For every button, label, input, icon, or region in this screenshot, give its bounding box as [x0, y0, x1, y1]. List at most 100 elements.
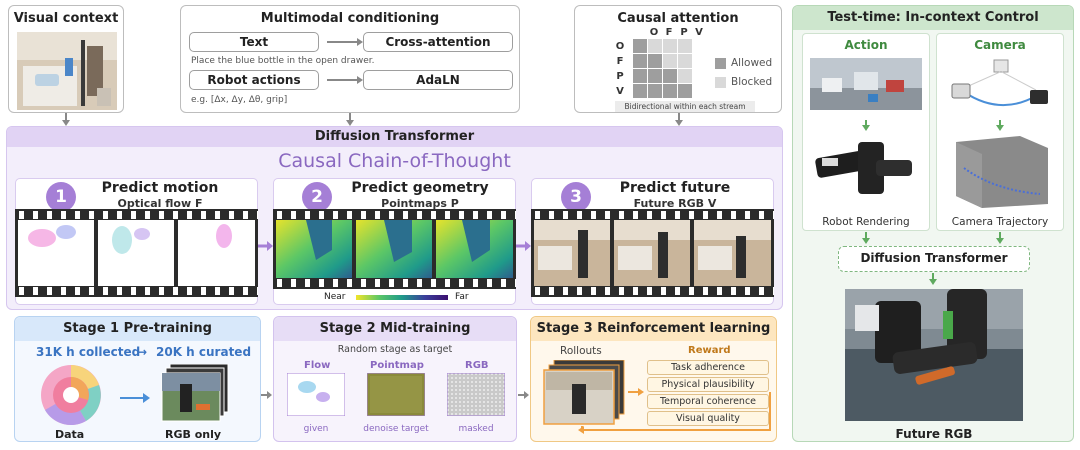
- reward-feedback-arrow: [578, 392, 771, 434]
- future-rgb-image: [845, 289, 1023, 421]
- legend-blocked-label: Blocked: [731, 76, 773, 88]
- test-time-dit-box: Diffusion Transformer: [838, 246, 1030, 272]
- step-1-subtitle: Optical flow F: [117, 197, 203, 210]
- stage-2-rgb-caption: masked: [458, 424, 494, 434]
- action-scene-image: [810, 58, 922, 110]
- camera-trajectory-plot: [956, 136, 1048, 208]
- causal-attention-title: Causal attention: [617, 11, 739, 26]
- action-to-dit-arrow: [862, 232, 870, 244]
- stage-2-rgb-label: RGB: [465, 360, 489, 371]
- visual-context-image: [17, 32, 117, 110]
- attention-row-label: F: [616, 56, 624, 67]
- stage-1-arrow-text: →: [137, 345, 148, 359]
- multimodal-down-arrow: [346, 113, 354, 126]
- attention-cell: [663, 84, 677, 98]
- attention-cell: [663, 54, 677, 68]
- actions-to-adaln-arrow: [327, 76, 363, 84]
- attention-row-label: P: [616, 71, 624, 82]
- step-3-number: 3: [561, 182, 591, 212]
- multimodal-title: Multimodal conditioning: [260, 11, 440, 26]
- visual-context-box: Visual context: [8, 5, 124, 113]
- text-input-pill: Text: [189, 32, 319, 52]
- attention-cell: [648, 69, 662, 83]
- stage-2-rgb-tile: [447, 373, 505, 416]
- dit-title: Diffusion Transformer: [314, 129, 475, 144]
- reward-task-adherence: Task adherence: [647, 360, 769, 375]
- step-3-subtitle: Future RGB V: [633, 197, 717, 210]
- stage-2-flow-tile: [287, 373, 345, 416]
- stage-1-collected: 31K h collected: [36, 345, 141, 359]
- attention-cell: [678, 84, 692, 98]
- cross-attention-pill: Cross-attention: [363, 32, 513, 52]
- reward-label: Reward: [688, 345, 731, 356]
- stage-2-subtitle: Random stage as target: [337, 344, 453, 355]
- rollouts-stack: [543, 360, 625, 425]
- stage-3-title: Stage 3 Reinforcement learning: [531, 317, 776, 341]
- stage-2-pointmap-caption: denoise target: [363, 424, 429, 434]
- data-to-rgb-arrow: [120, 393, 150, 403]
- attention-col-label: V: [695, 27, 703, 38]
- stage-1-curated: 20K h curated: [156, 345, 252, 359]
- attention-cell: [678, 69, 692, 83]
- causal-cot-title: Causal Chain-of-Thought: [278, 150, 511, 172]
- test-time-title: Test-time: In-context Control: [827, 10, 1039, 25]
- legend-allowed-label: Allowed: [731, 57, 773, 69]
- attention-cell: [648, 39, 662, 53]
- attention-cell: [633, 84, 647, 98]
- stage-2-flow-label: Flow: [304, 360, 331, 371]
- attention-row-label: O: [615, 41, 625, 52]
- attention-footer: Bidirectional within each stream: [615, 101, 755, 112]
- reward-physical-plausibility: Physical plausibility: [647, 377, 769, 392]
- attention-cell: [633, 54, 647, 68]
- rgb-only-label: RGB only: [165, 428, 222, 441]
- attention-cell: [678, 39, 692, 53]
- stage-1-title: Stage 1 Pre-training: [15, 317, 260, 341]
- action-title: Action: [844, 38, 888, 52]
- step-2-number: 2: [302, 182, 332, 212]
- attention-row-label: V: [616, 86, 624, 97]
- text-example: Place the blue bottle in the open drawer…: [191, 56, 375, 66]
- step-2-subtitle: Pointmaps P: [381, 197, 459, 210]
- step-2-title: Predict geometry: [351, 180, 489, 196]
- future-rgb-frames: [534, 220, 771, 286]
- camera-to-dit-arrow: [996, 232, 1004, 244]
- robot-rendering-label: Robot Rendering: [822, 216, 910, 228]
- step-1-number: 1: [46, 182, 76, 212]
- data-sunburst-chart: [41, 365, 101, 426]
- attention-col-label: P: [680, 27, 688, 38]
- text-to-crossattn-arrow: [327, 38, 363, 46]
- attention-cell: [678, 54, 692, 68]
- visual-context-down-arrow: [62, 113, 70, 126]
- dit-to-future-arrow: [929, 273, 937, 285]
- attention-cell: [648, 54, 662, 68]
- rgb-clip-stack: [161, 364, 229, 422]
- camera-diagram: [951, 59, 1048, 107]
- camera-down-arrow: [996, 120, 1004, 131]
- attention-cell: [633, 69, 647, 83]
- adaln-pill: AdaLN: [363, 70, 513, 90]
- stage-2-pointmap-label: Pointmap: [370, 360, 424, 371]
- near-label: Near: [324, 292, 346, 302]
- test-time-header: [793, 6, 1073, 30]
- robot-rendering-image: [814, 134, 918, 210]
- pointmap-frames: [276, 220, 513, 278]
- causal-attention-down-arrow: [675, 113, 683, 126]
- dit-header-bar: [7, 127, 782, 147]
- far-label: Far: [455, 292, 469, 302]
- multimodal-conditioning-box: Multimodal conditioning Text Cross-atten…: [180, 5, 520, 113]
- reward-temporal-coherence: Temporal coherence: [647, 394, 769, 409]
- step-3-title: Predict future: [619, 180, 731, 196]
- attention-cell: [633, 39, 647, 53]
- robot-actions-pill: Robot actions: [189, 70, 319, 90]
- attention-col-label: O: [649, 27, 659, 38]
- flow-frames: [18, 220, 255, 286]
- data-label: Data: [55, 428, 85, 441]
- rollouts-label: Rollouts: [560, 345, 602, 357]
- camera-trajectory-label: Camera Trajectory: [951, 216, 1049, 228]
- stage-2-flow-caption: given: [303, 424, 329, 434]
- legend-blocked-swatch: [715, 77, 726, 88]
- rollouts-to-reward-arrow: [628, 388, 644, 396]
- action-down-arrow: [862, 120, 870, 131]
